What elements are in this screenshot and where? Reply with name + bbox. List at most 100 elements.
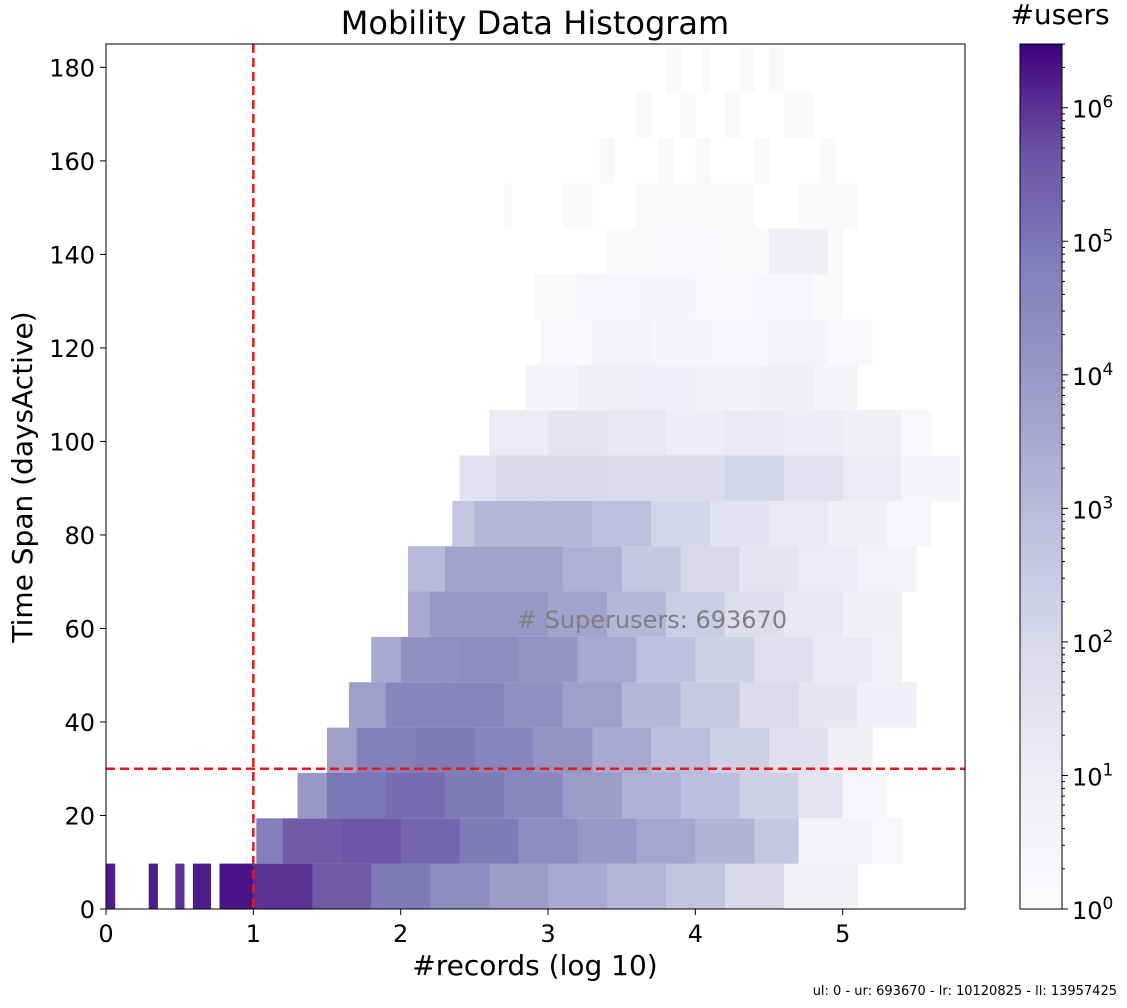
heatmap-cell: [489, 591, 549, 637]
heatmap-cell: [813, 274, 844, 320]
heatmap-cell: [665, 410, 726, 456]
heatmap-cell: [754, 636, 814, 683]
heatmap-cell: [901, 455, 961, 501]
heatmap-cell: [356, 727, 416, 773]
heatmap-cell: [459, 818, 519, 864]
heatmap-cell: [665, 863, 726, 909]
heatmap-cell: [710, 500, 770, 547]
heatmap-cell: [444, 546, 505, 592]
heatmap-cell: [695, 818, 755, 864]
superusers-annotation: # Superusers: 693670: [517, 606, 787, 634]
heatmap-cell: [769, 47, 785, 93]
heatmap-cell: [798, 772, 844, 819]
heatmap-cell: [769, 500, 829, 547]
heatmap-cell: [459, 455, 497, 501]
heatmap-cell: [452, 500, 475, 547]
y-tick-label: 100: [49, 428, 95, 456]
heatmap-cell: [828, 319, 873, 365]
x-axis-ticks: 0 1 2 3 4 5: [98, 909, 850, 948]
heatmap-cell: [607, 410, 667, 456]
heatmap-cell: [695, 636, 755, 683]
heatmap-cell: [651, 500, 711, 547]
heatmap-cell: [607, 228, 652, 275]
plot-frame: [105, 43, 966, 910]
heatmap-cell: [400, 818, 460, 864]
heatmap-cell: [769, 228, 829, 275]
heatmap-cell: [474, 727, 534, 773]
x-tick-label: 1: [246, 920, 261, 948]
heatmap-cell: [592, 500, 652, 547]
heatmap-cell: [577, 636, 637, 683]
heatmap-cell: [371, 863, 431, 909]
heatmap-cell: [489, 863, 549, 909]
heatmap-cell: [592, 319, 652, 365]
heatmap-cell: [533, 727, 593, 773]
heatmap-cell: [724, 863, 785, 909]
chart-title: Mobility Data Histogram: [341, 4, 729, 42]
heatmap-cell: [297, 772, 328, 819]
heatmap-cell: [256, 818, 284, 864]
heatmap-cell: [710, 228, 770, 275]
heatmap-cell: [754, 274, 814, 320]
heatmap-cell: [754, 818, 799, 864]
heatmap-cell: [872, 818, 903, 864]
heatmap-cell: [533, 274, 578, 320]
heatmap-cell: [783, 591, 844, 637]
heatmap-cell: [327, 772, 387, 819]
heatmap-cell: [813, 636, 873, 683]
heatmap-cell: [371, 636, 402, 683]
heatmap-cell: [798, 546, 858, 592]
heatmap-cell: [503, 546, 564, 592]
y-tick-label: 120: [49, 335, 95, 363]
y-tick-label: 80: [64, 522, 95, 550]
heatmap-cell: [192, 863, 211, 909]
heatmap-cell: [496, 455, 549, 501]
heatmap-cell: [548, 410, 608, 456]
heatmap-cell: [783, 455, 844, 501]
heatmap-cell: [769, 319, 829, 365]
y-tick-label: 20: [64, 802, 95, 830]
colorbar-tick-label: 103: [1072, 493, 1113, 524]
heatmap-cell: [695, 138, 711, 184]
heatmap-cell: [219, 863, 254, 909]
heatmap-cell: [430, 863, 490, 909]
x-tick-label: 4: [688, 920, 703, 948]
heatmap-cell: [695, 183, 755, 229]
heatmap-cell: [621, 546, 681, 592]
heatmap-cell: [562, 682, 623, 728]
heatmap-cell: [665, 591, 726, 637]
heatmap-cell: [695, 274, 755, 320]
heatmap-cell: [658, 138, 674, 184]
heatmap-cell: [828, 500, 888, 547]
heatmap-cell: [408, 546, 446, 592]
heatmap-cell: [621, 682, 681, 728]
y-tick-label: 160: [49, 148, 95, 176]
heatmap-cell: [813, 364, 858, 411]
heatmap-cell: [548, 455, 608, 501]
heatmap-cell: [798, 183, 858, 229]
y-axis-ticks: 0 20 40 60 80 100 120 140 160 180: [49, 54, 106, 924]
footer-counts: ul: 0 - ur: 693670 - lr: 10120825 - ll: …: [813, 984, 1117, 999]
heatmap-cell: [651, 319, 711, 365]
y-tick-label: 40: [64, 709, 95, 737]
heatmap-cell: [253, 863, 313, 909]
x-axis-label: #records (log 10): [412, 949, 657, 982]
heatmap-cell: [430, 591, 490, 637]
heatmap-cell: [341, 818, 401, 864]
heatmap-cell: [636, 364, 696, 411]
heatmap-cell: [651, 727, 711, 773]
heatmap-cell: [577, 274, 637, 320]
x-tick-label: 3: [540, 920, 555, 948]
heatmap-cell: [724, 591, 785, 637]
heatmap-cell: [312, 863, 372, 909]
colorbar-label: #users: [1010, 0, 1109, 31]
heatmap-cell: [175, 863, 185, 909]
heatmap-cell: [798, 818, 873, 864]
heatmap-cell: [577, 818, 637, 864]
heatmap-cell: [503, 682, 564, 728]
heatmap-cell: [828, 727, 873, 773]
heatmap-cell: [503, 183, 512, 229]
heatmap-cell: [842, 591, 902, 637]
heatmap-cell: [783, 92, 814, 138]
heatmap-cell: [385, 772, 446, 819]
